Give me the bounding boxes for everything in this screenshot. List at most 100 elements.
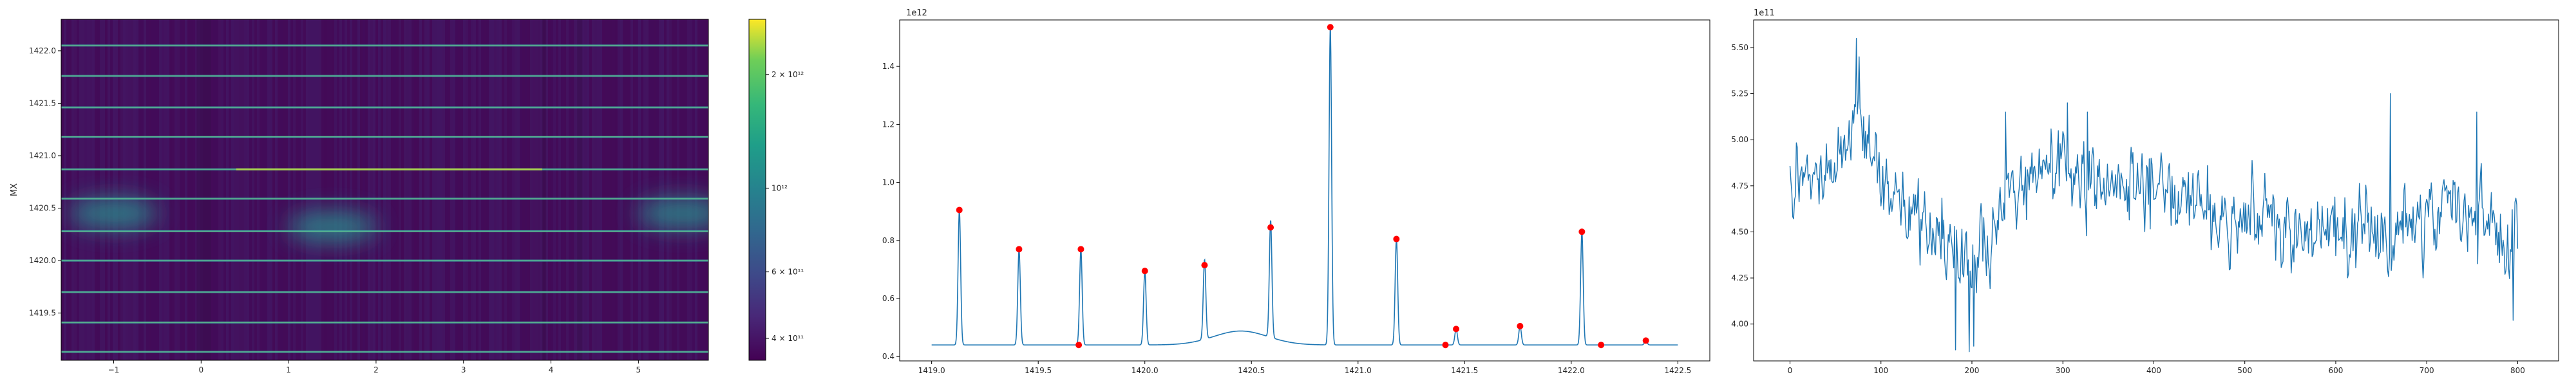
- peaks-x-axis: 1419.0 1419.5 1420.0 1420.5 1421.0 1421.5 1422…: [918, 361, 1691, 375]
- heatmap-column: [504, 19, 507, 360]
- heatmap-column: [458, 19, 460, 360]
- heatmap-column: [636, 19, 638, 360]
- heatmap-column: [486, 19, 489, 360]
- peaks-y-tick-label: 1.4: [882, 62, 895, 71]
- heatmap-column: [584, 19, 587, 360]
- heatmap-column: [190, 19, 193, 360]
- heatmap-column: [453, 19, 455, 360]
- heatmap-column: [347, 19, 350, 360]
- peak-marker: [1141, 268, 1148, 275]
- heatmap-column: [628, 19, 630, 360]
- heatmap-column: [265, 19, 267, 360]
- heatmap-column: [244, 19, 247, 360]
- heatmap-column: [290, 19, 293, 360]
- heatmap-column: [144, 19, 146, 360]
- heatmap-column: [314, 19, 316, 360]
- peaks-y-tick-label: 0.4: [882, 352, 895, 361]
- heatmap-column: [522, 19, 525, 360]
- peaks-x-tick-label: 1421.0: [1345, 366, 1372, 375]
- heatmap-column: [82, 19, 84, 360]
- heatmap-blob: [287, 211, 378, 243]
- heatmap-column: [564, 19, 566, 360]
- peak-markers: [956, 24, 1649, 349]
- series-y-axis: 4.00 4.25 4.50 4.75 5.00 5.25 5.50: [1731, 43, 1754, 329]
- heatmap-column: [618, 19, 620, 360]
- heatmap-column: [102, 19, 105, 360]
- heatmap-column: [345, 19, 347, 360]
- heatmap-column: [476, 19, 478, 360]
- heatmap-column: [195, 19, 198, 360]
- heatmap-column: [293, 19, 296, 360]
- heatmap-column: [638, 19, 641, 360]
- heatmap-column: [221, 19, 223, 360]
- heatmap-column: [262, 19, 265, 360]
- heatmap-panel: −1 0 1 2 3 4 5 1419.51420.01420.51421.01421.51…: [10, 19, 804, 374]
- heatmap-column: [115, 19, 118, 360]
- heatmap-column: [481, 19, 484, 360]
- heatmap-column: [270, 19, 272, 360]
- heatmap-column: [525, 19, 527, 360]
- heatmap-column: [540, 19, 543, 360]
- heatmap-column: [427, 19, 430, 360]
- heatmap-column: [249, 19, 252, 360]
- heatmap-column: [497, 19, 499, 360]
- heatmap-column: [61, 19, 64, 360]
- peaks-y-tick-label: 1.2: [882, 120, 895, 129]
- heatmap-column: [455, 19, 458, 360]
- heatmap-column: [561, 19, 564, 360]
- heatmap-column: [409, 19, 412, 360]
- peaks-y-tick-label: 0.8: [882, 236, 895, 245]
- heatmap-column: [131, 19, 133, 360]
- heatmap-column: [177, 19, 180, 360]
- heatmap-column: [352, 19, 355, 360]
- spectrum-line: [931, 29, 1678, 345]
- heatmap-column: [355, 19, 357, 360]
- peaks-x-tick-label: 1422.5: [1664, 366, 1691, 375]
- heatmap-column: [272, 19, 275, 360]
- heatmap-column: [226, 19, 229, 360]
- heatmap-column: [574, 19, 576, 360]
- heatmap-column: [692, 19, 695, 360]
- heatmap-column: [404, 19, 406, 360]
- heatmap-column: [393, 19, 396, 360]
- heatmap-x-tick-label: 4: [549, 365, 554, 374]
- heatmap-column: [316, 19, 319, 360]
- heatmap-column: [301, 19, 303, 360]
- heatmap-column: [151, 19, 154, 360]
- heatmap-column: [321, 19, 324, 360]
- heatmap-column: [308, 19, 311, 360]
- heatmap-x-tick-label: 5: [636, 365, 641, 374]
- heatmap-column: [620, 19, 623, 360]
- series-x-tick-label: 700: [2420, 366, 2434, 375]
- heatmap-column: [381, 19, 383, 360]
- heatmap-column: [223, 19, 226, 360]
- heatmap-column: [419, 19, 422, 360]
- heatmap-column: [520, 19, 522, 360]
- heatmap-column: [569, 19, 571, 360]
- heatmap-column: [100, 19, 102, 360]
- series-line: [1789, 37, 2519, 353]
- heatmap-column: [162, 19, 164, 360]
- heatmap-column: [545, 19, 548, 360]
- heatmap-column: [664, 19, 667, 360]
- heatmap-column: [311, 19, 314, 360]
- heatmap-column: [383, 19, 386, 360]
- series-x-tick-label: 400: [2146, 366, 2161, 375]
- series-y-tick-label: 5.25: [1731, 89, 1748, 98]
- heatmap-column: [600, 19, 602, 360]
- heatmap-column: [375, 19, 378, 360]
- heatmap-column: [74, 19, 77, 360]
- heatmap-column: [690, 19, 692, 360]
- heatmap-column: [656, 19, 659, 360]
- series-y-tick-label: 5.00: [1731, 135, 1748, 144]
- heatmap-column: [440, 19, 442, 360]
- heatmap-x-tick-label: −1: [108, 365, 120, 374]
- peak-marker: [1393, 235, 1400, 243]
- heatmap-column: [661, 19, 664, 360]
- heatmap-column: [339, 19, 342, 360]
- heatmap-column: [517, 19, 520, 360]
- colorbar-tick-label: 4 × 10¹¹: [772, 334, 804, 343]
- heatmap-column: [110, 19, 113, 360]
- heatmap-column: [327, 19, 329, 360]
- heatmap-column: [126, 19, 128, 360]
